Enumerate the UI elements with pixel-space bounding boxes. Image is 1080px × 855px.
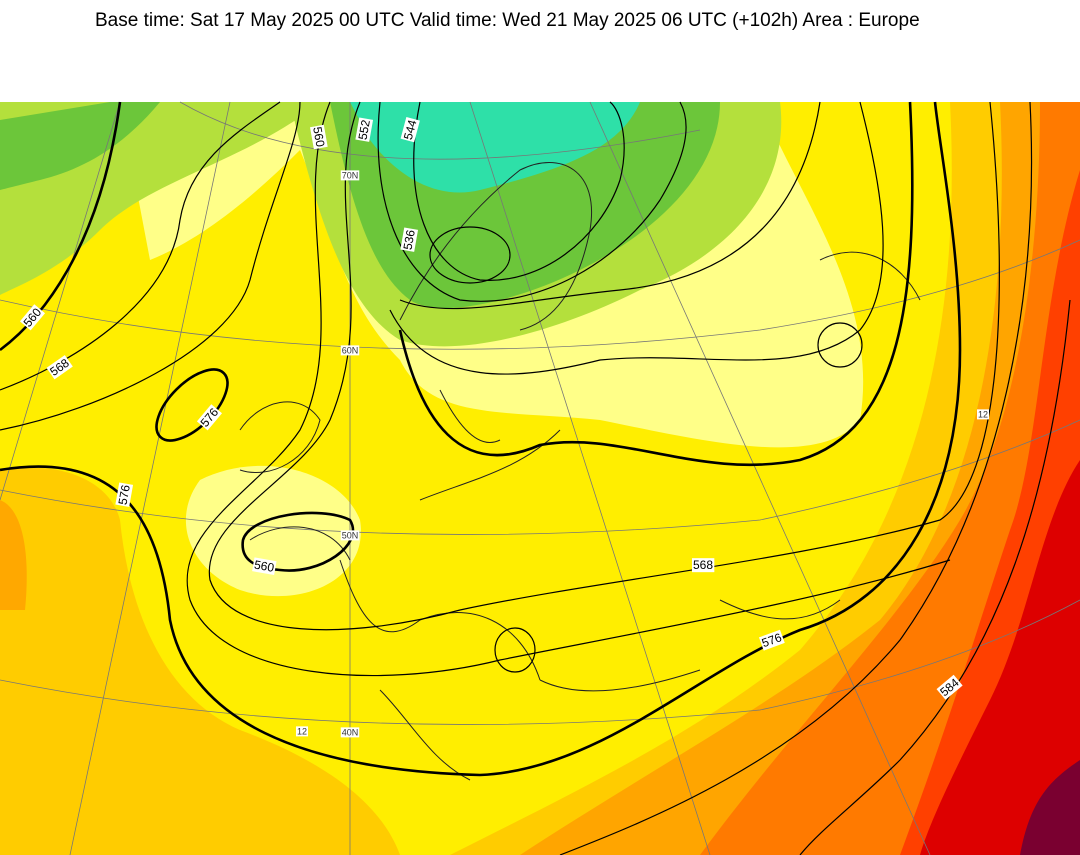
label-background — [355, 117, 374, 142]
parallel — [0, 599, 1080, 725]
red-field — [920, 460, 1080, 855]
orange-field — [0, 500, 27, 610]
contour — [494, 627, 536, 673]
contour — [0, 101, 301, 431]
contour-label: 576 — [116, 483, 133, 505]
label-background — [936, 674, 963, 700]
label-background — [400, 117, 420, 143]
teal-field — [350, 102, 640, 193]
contour — [0, 101, 962, 777]
label-background — [758, 629, 785, 651]
contour — [817, 322, 863, 368]
title: Base time: Sat 17 May 2025 00 UTC Valid … — [95, 10, 920, 31]
label-background — [196, 404, 223, 431]
gold-field — [0, 467, 400, 855]
latitude-label: 40N — [342, 727, 359, 737]
green-field — [0, 102, 160, 190]
label-background — [340, 530, 360, 541]
contour — [559, 101, 1033, 855]
contour-label: 560 — [310, 126, 327, 148]
label-background — [340, 170, 360, 181]
parallel — [0, 239, 1080, 350]
contour — [377, 101, 687, 302]
contour — [413, 101, 625, 281]
label-background — [976, 409, 990, 420]
contour-label: 536 — [401, 228, 418, 250]
contour-label: 560 — [253, 558, 275, 575]
label-background — [340, 727, 360, 738]
meridian — [0, 101, 931, 855]
contour-label: 544 — [401, 118, 420, 141]
label-background — [310, 124, 328, 150]
contour-label: 568 — [693, 558, 713, 572]
contour — [0, 101, 122, 352]
label-background — [691, 558, 715, 573]
contour — [398, 101, 914, 467]
map — [0, 101, 1080, 855]
contour-label: 552 — [356, 118, 373, 140]
longitude-label: 12 — [978, 409, 988, 419]
contour — [399, 101, 821, 310]
grid-labels: 70N 60N 50N 40N 12 12 — [295, 170, 990, 738]
label-background — [46, 355, 73, 380]
latitude-label: 50N — [342, 530, 359, 540]
latitude-label: 70N — [342, 170, 359, 180]
label-background — [295, 726, 309, 737]
longitude-label: 12 — [297, 726, 307, 736]
contour — [186, 101, 951, 677]
label-background — [19, 304, 46, 331]
label-background — [340, 345, 360, 356]
dark-red-field — [1020, 760, 1080, 855]
label-background — [400, 227, 419, 252]
label-background — [115, 482, 134, 507]
label-background — [252, 557, 277, 576]
contour — [208, 101, 1000, 631]
parallel — [0, 419, 1080, 535]
latitude-label: 60N — [342, 345, 359, 355]
pale-field — [185, 465, 361, 597]
parallel — [179, 101, 701, 160]
contour-label: 576 — [760, 630, 784, 650]
contour — [389, 101, 884, 375]
contour — [429, 226, 511, 284]
